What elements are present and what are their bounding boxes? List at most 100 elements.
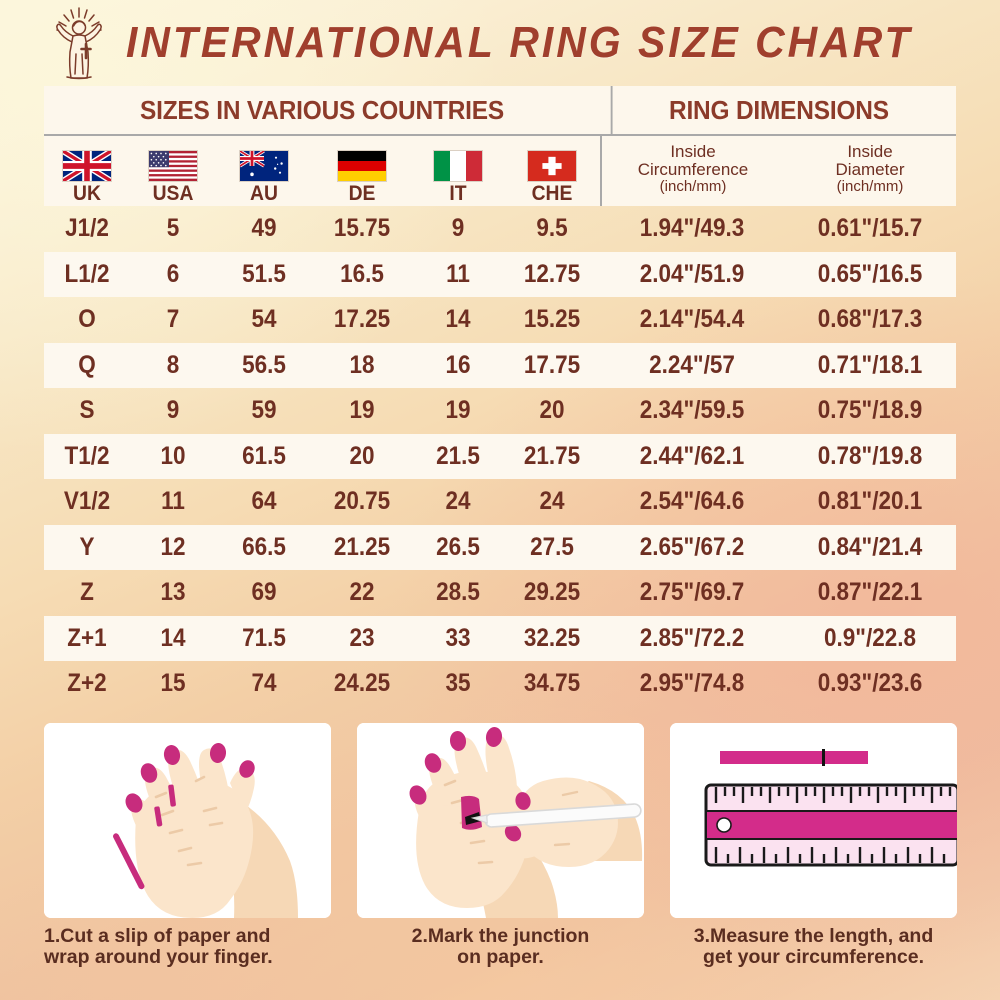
cell-circumference: 2.24"/57 xyxy=(649,350,735,379)
cell-diameter: 0.71"/18.1 xyxy=(817,350,923,379)
cell-uk: Q xyxy=(78,350,96,379)
cell-circumference: 2.14"/54.4 xyxy=(639,305,745,334)
cell-circumference: 2.85"/72.2 xyxy=(639,623,745,652)
flag-australia-icon xyxy=(239,150,289,182)
flag-italy-icon xyxy=(433,150,483,182)
cell-che: 15.25 xyxy=(523,305,581,334)
cell-uk: T1/2 xyxy=(64,441,110,470)
cell-au: 71.5 xyxy=(242,623,286,652)
table-row: Z+1 14 71.5 23 33 32.25 2.85"/72.2 0.9"/22.8 xyxy=(44,615,956,661)
cell-diameter: 0.81"/20.1 xyxy=(817,487,923,516)
table-row: Z+2 15 74 24.25 35 34.75 2.95"/74.8 0.93"/23.6 xyxy=(44,661,956,707)
circumference-line-2: Circumference xyxy=(637,159,749,179)
column-header-usa: USA xyxy=(130,150,216,206)
cell-de: 23 xyxy=(349,623,375,652)
instruction-step-2-caption: 2.Mark the junction on paper. xyxy=(357,925,644,970)
step-3-line-1: 3.Measure the length, and xyxy=(693,924,934,947)
cell-circumference: 2.75"/69.7 xyxy=(639,578,745,607)
flag-germany-icon xyxy=(337,150,387,182)
cell-che: 12.75 xyxy=(523,259,581,288)
diameter-line-3: (inch/mm) xyxy=(836,177,904,195)
cell-uk: Z+1 xyxy=(67,623,107,652)
cell-usa: 8 xyxy=(166,350,180,379)
cell-de: 17.25 xyxy=(333,305,391,334)
cell-diameter: 0.84"/21.4 xyxy=(817,532,923,561)
cell-au: 54 xyxy=(251,305,277,334)
cell-che: 21.75 xyxy=(523,441,581,470)
table-column-header-row: UK xyxy=(44,134,956,206)
cell-it: 16 xyxy=(445,350,471,379)
cell-diameter: 0.75"/18.9 xyxy=(817,396,923,425)
cell-it: 9 xyxy=(451,214,465,243)
column-label-au: AU xyxy=(250,182,278,205)
column-label-usa: USA xyxy=(152,182,194,205)
column-header-de: DE xyxy=(312,150,412,206)
cell-circumference: 2.44"/62.1 xyxy=(639,441,745,470)
instruction-step-2: 2.Mark the junction on paper. xyxy=(357,722,644,970)
page-header: INTERNATIONAL RING SIZE CHART xyxy=(0,0,1000,86)
instruction-step-1-caption: 1.Cut a slip of paper and wrap around yo… xyxy=(44,925,331,970)
cell-usa: 12 xyxy=(160,532,186,561)
instruction-step-3: 3.Measure the length, and get your circu… xyxy=(670,722,957,970)
cell-uk: L1/2 xyxy=(64,259,110,288)
cell-usa: 5 xyxy=(166,214,180,243)
cell-uk: J1/2 xyxy=(65,214,109,243)
cell-it: 35 xyxy=(445,669,471,698)
column-header-inside-diameter: Inside Diameter (inch/mm) xyxy=(784,136,956,206)
cell-uk: Y xyxy=(79,532,95,561)
cell-diameter: 0.78"/19.8 xyxy=(817,441,923,470)
hand-with-paper-strip-icon xyxy=(44,722,331,918)
cell-it: 28.5 xyxy=(436,578,480,607)
cell-usa: 14 xyxy=(160,623,186,652)
cell-it: 14 xyxy=(445,305,471,334)
cell-de: 21.25 xyxy=(333,532,391,561)
cell-de: 16.5 xyxy=(340,259,384,288)
cell-de: 20 xyxy=(349,441,375,470)
column-label-de: DE xyxy=(348,182,376,205)
cell-usa: 7 xyxy=(166,305,180,334)
cell-au: 74 xyxy=(251,669,277,698)
table-group-header-row: SIZES IN VARIOUS COUNTRIES RING DIMENSIO… xyxy=(44,86,956,134)
table-row: Y 12 66.5 21.25 26.5 27.5 2.65"/67.2 0.84"/21.4 xyxy=(44,524,956,570)
measuring-instructions: 1.Cut a slip of paper and wrap around yo… xyxy=(44,722,957,970)
column-header-it: IT xyxy=(412,150,504,206)
cell-it: 21.5 xyxy=(436,441,480,470)
column-header-che: CHE xyxy=(504,150,600,206)
cell-au: 64 xyxy=(251,487,277,516)
cell-usa: 9 xyxy=(166,396,180,425)
table-row: V1/2 11 64 20.75 24 24 2.54"/64.6 0.81"/20.1 xyxy=(44,479,956,525)
column-label-it: IT xyxy=(449,182,467,205)
cell-che: 32.25 xyxy=(523,623,581,652)
step-3-line-2: get your circumference. xyxy=(702,946,925,969)
cell-au: 66.5 xyxy=(242,532,286,561)
cell-che: 34.75 xyxy=(523,669,581,698)
cell-che: 20 xyxy=(539,396,565,425)
cell-usa: 13 xyxy=(160,578,186,607)
cell-au: 61.5 xyxy=(242,441,286,470)
table-row: T1/2 10 61.5 20 21.5 21.75 2.44"/62.1 0.78"/19.… xyxy=(44,433,956,479)
cell-usa: 15 xyxy=(160,669,186,698)
cell-de: 24.25 xyxy=(333,669,391,698)
cell-circumference: 2.04"/51.9 xyxy=(639,259,745,288)
cell-uk: Z xyxy=(80,578,94,607)
cell-usa: 11 xyxy=(161,487,185,516)
cell-de: 19 xyxy=(349,396,375,425)
cell-au: 59 xyxy=(251,396,277,425)
cell-de: 18 xyxy=(349,350,375,379)
cell-circumference: 2.34"/59.5 xyxy=(639,396,745,425)
group-header-ring-dimensions: RING DIMENSIONS xyxy=(610,86,946,134)
column-label-che: CHE xyxy=(531,182,573,205)
hands-marking-paper-with-pen-icon xyxy=(357,722,644,918)
cell-uk: V1/2 xyxy=(63,487,111,516)
table-row: Q 8 56.5 18 16 17.75 2.24"/57 0.71"/18.1 xyxy=(44,342,956,388)
circumference-line-1: Inside xyxy=(670,141,716,161)
cell-it: 19 xyxy=(445,396,471,425)
page-title: INTERNATIONAL RING SIZE CHART xyxy=(126,18,913,67)
cell-au: 49 xyxy=(251,214,277,243)
cell-diameter: 0.93"/23.6 xyxy=(817,669,923,698)
table-body: J1/2 5 49 15.75 9 9.5 1.94"/49.3 0.61"/15.7 L1/2… xyxy=(44,206,956,707)
table-row: S 9 59 19 19 20 2.34"/59.5 0.75"/18.9 xyxy=(44,388,956,434)
ruler-measuring-strip-icon xyxy=(670,722,957,918)
cell-che: 29.25 xyxy=(523,578,581,607)
